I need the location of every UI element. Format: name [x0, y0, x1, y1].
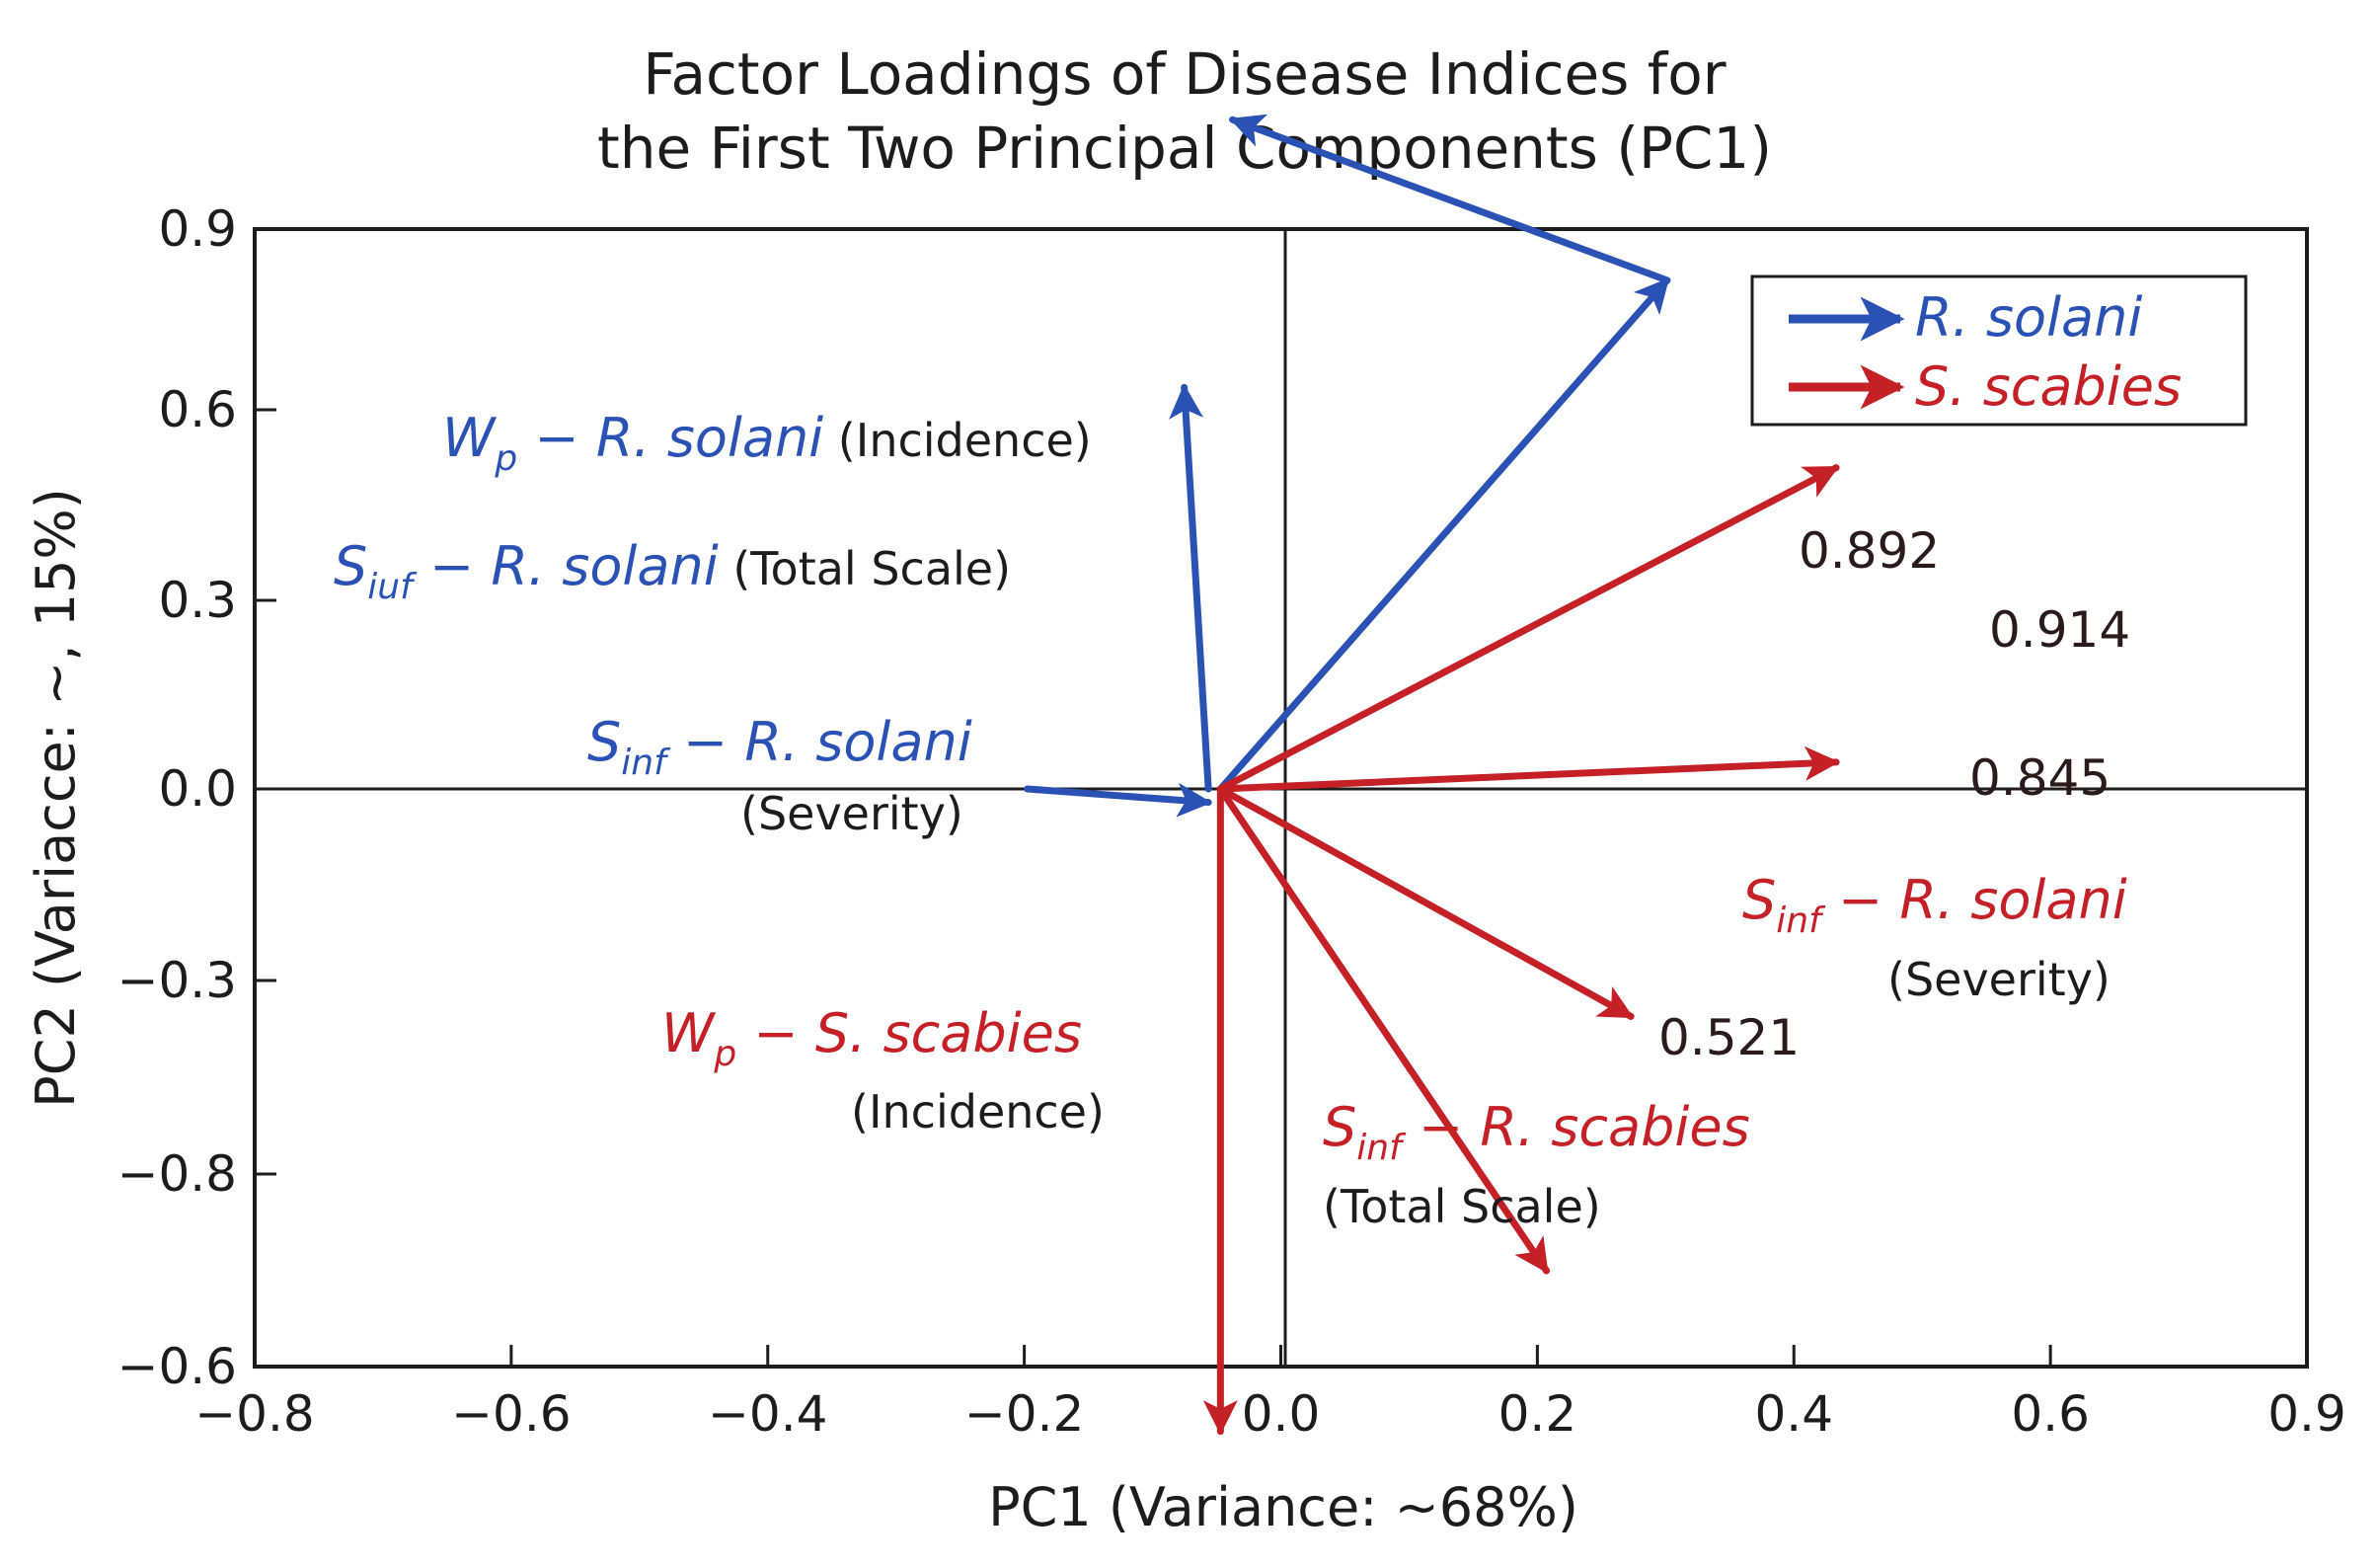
- annotation-siuf-r-solani-total-scale: Siuf − R. solani (Total Scale): [334, 535, 1011, 607]
- y-tick-label: 0.0: [158, 760, 237, 818]
- s-scabies-vector-5: [1216, 745, 1840, 793]
- y-tick-label: −0.8: [117, 1145, 237, 1203]
- y-axis-label: PC2 (Variacce: ~, 15%): [25, 488, 87, 1108]
- y-axis-ticks: 0.9 0.6 0.3 0.0 −0.3 −0.8 −0.6: [117, 200, 276, 1395]
- value-label-0845: 0.845: [1969, 749, 2111, 807]
- annotation-sinf-r-solani-severity-blue: Sinf − R. solani: [587, 711, 972, 783]
- x-tick-label: 0.2: [1498, 1385, 1577, 1443]
- x-tick-label: 0.6: [2011, 1385, 2090, 1443]
- annotation-wp-s-scabies-incidence: Wp − S. scabies: [661, 1002, 1082, 1074]
- x-tick-label: −0.2: [964, 1385, 1084, 1443]
- chart-title-line2: the First Two Principal Components (PC1): [597, 115, 1772, 182]
- chart-title-line1: Factor Loadings of Disease Indices for: [643, 40, 1726, 108]
- loading-vectors: [1024, 114, 1840, 1436]
- r-solani-vector-0: [1216, 276, 1671, 793]
- x-tick-label: 0.9: [2267, 1385, 2346, 1443]
- r-solani-vector-2: [1169, 383, 1212, 793]
- annotation-sinf-r-solani-severity-blue-tag: (Severity): [740, 787, 963, 840]
- value-label-0914: 0.914: [1989, 601, 2130, 659]
- annotation-sinf-r-solani-severity-red: Sinf − R. solani: [1742, 869, 2127, 941]
- annotation-sinf-r-scabies-total-scale-tag: (Total Scale): [1323, 1180, 1601, 1233]
- y-tick-label: 0.9: [158, 200, 237, 258]
- annotation-wp-r-solani-incidence: Wp − R. solani (Incidence): [442, 407, 1092, 479]
- s-scabies-vector-7: [1216, 785, 1551, 1275]
- y-tick-label: −0.3: [117, 952, 237, 1009]
- annotation-sinf-r-solani-severity-red-tag: (Severity): [1887, 953, 2111, 1006]
- legend-box: [1750, 274, 2248, 427]
- legend-label-r-solani: R. solani: [1915, 286, 2142, 349]
- r-solani-vector-1: [1229, 114, 1671, 284]
- annotation-sinf-r-scabies-total-scale: Sinf − R. scabies: [1323, 1096, 1750, 1168]
- s-scabies-vector-4: [1216, 464, 1840, 793]
- s-scabies-vector-6: [1216, 785, 1635, 1020]
- y-tick-label: −0.6: [117, 1338, 237, 1395]
- legend-label-s-scabies: S. scabies: [1915, 355, 2182, 418]
- legend: R. solani S. scabies: [1750, 274, 2248, 427]
- x-tick-label: −0.8: [194, 1385, 314, 1443]
- value-label-0521: 0.521: [1658, 1009, 1800, 1066]
- value-label-0892: 0.892: [1799, 522, 1940, 580]
- x-axis-label: PC1 (Variance: ~68%): [988, 1476, 1578, 1538]
- x-axis-ticks: −0.8 −0.6 −0.4 −0.2 0.0 0.2 0.4 0.6 0.9: [194, 1345, 2346, 1443]
- y-tick-label: 0.3: [158, 572, 237, 629]
- r-solani-vector-3: [1024, 782, 1212, 818]
- annotation-wp-s-scabies-incidence-tag: (Incidence): [851, 1085, 1105, 1138]
- y-tick-label: 0.6: [158, 381, 237, 438]
- x-tick-label: 0.0: [1242, 1385, 1321, 1443]
- x-tick-label: −0.4: [708, 1385, 827, 1443]
- x-tick-label: 0.4: [1754, 1385, 1833, 1443]
- x-tick-label: −0.6: [451, 1385, 571, 1443]
